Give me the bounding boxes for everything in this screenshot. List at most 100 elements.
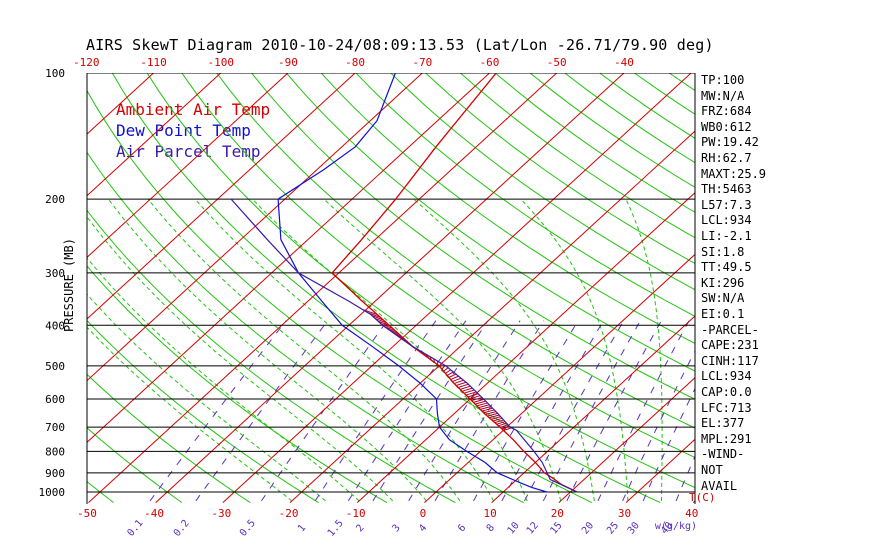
dry-adiabat-line	[251, 73, 695, 400]
mixing-ratio-line	[347, 320, 467, 502]
dry-adiabat-line	[564, 73, 695, 164]
mixing-ratio-tick-label: 12	[525, 520, 541, 536]
dry-adiabat-line	[634, 73, 695, 115]
isotherm-line	[424, 253, 695, 503]
index-item: TT:49.5	[701, 260, 752, 275]
dry-adiabat-line	[425, 73, 695, 265]
index-item: LCL:934	[701, 369, 752, 384]
cape-hatch	[501, 425, 510, 430]
index-item: LCL:934	[701, 213, 752, 228]
bottom-temp-tick-label: 20	[551, 507, 564, 520]
isotherm-line	[87, 73, 88, 74]
index-item: MAXT:25.9	[701, 166, 767, 181]
dry-adiabat-line	[809, 73, 870, 503]
mixing-ratio-tick-label: 1	[296, 523, 308, 535]
dry-adiabat-line	[494, 73, 695, 213]
mixing-ratio-line	[408, 320, 521, 502]
mixing-ratio-tick-label: 0.1	[125, 518, 145, 539]
mixing-ratio-line	[642, 387, 695, 502]
dry-adiabat-line	[181, 73, 695, 458]
index-item: NOT	[701, 463, 723, 477]
cape-hatch	[476, 402, 488, 407]
cape-hatch	[371, 314, 384, 321]
cape-hatch	[498, 422, 507, 427]
mixing-ratio-tick-label: 25	[605, 520, 621, 536]
cape-hatch	[483, 409, 495, 414]
index-item: EL:377	[701, 416, 745, 431]
index-item: CAP:0.0	[701, 385, 752, 399]
bottom-temp-tick-label: 0	[420, 507, 427, 520]
cape-hatch	[487, 412, 498, 417]
mixing-ratio-tick-label: 15	[549, 520, 565, 536]
pressure-tick-label: 300	[45, 267, 65, 280]
isotherm-line	[87, 73, 491, 443]
dry-adiabat-line	[87, 373, 251, 504]
moist-adiabat-line	[87, 326, 293, 502]
dry-adiabat-line	[668, 73, 695, 92]
isotherm-line	[87, 73, 356, 320]
cape-hatch	[450, 375, 459, 380]
parcel-temp-line	[230, 198, 578, 493]
index-item: EI:0.1	[701, 307, 745, 321]
cape-hatch	[478, 404, 490, 409]
index-item: -PARCEL-	[701, 322, 759, 337]
cape-hatch	[481, 407, 493, 412]
moist-adiabat-line	[194, 198, 494, 502]
top-temp-tick-label: -80	[345, 56, 365, 69]
cape-hatch	[473, 398, 484, 403]
cape-hatch	[469, 395, 481, 400]
dry-adiabat-line	[529, 73, 695, 188]
cape-hatch	[465, 391, 477, 396]
pressure-tick-label: 100	[45, 67, 65, 80]
pressure-tick-label: 500	[45, 360, 65, 373]
index-item: KI:296	[701, 275, 745, 290]
index-item: PW:19.42	[701, 135, 759, 150]
cape-hatch	[496, 421, 506, 425]
index-item: RH:62.7	[701, 151, 752, 165]
dry-adiabat-line	[460, 73, 695, 239]
mixing-ratio-tick-label: 8	[485, 523, 497, 535]
top-temp-tick-label: -40	[614, 56, 634, 69]
cape-hatch	[503, 427, 512, 431]
ambient-temp-line	[331, 73, 578, 493]
mixing-ratio-tick-label: 3	[391, 523, 403, 535]
mixing-ratio-line	[149, 320, 287, 502]
index-item: TH:5463	[701, 182, 752, 197]
index-item: CINH:117	[701, 353, 759, 368]
isotherm-line	[625, 438, 695, 503]
bottom-temp-tick-label: -50	[77, 507, 97, 520]
moist-adiabat-line	[625, 198, 663, 501]
mixing-ratio-line	[597, 320, 690, 502]
index-item: TP:100	[701, 73, 745, 87]
cape-hatch	[377, 320, 390, 327]
bottom-temp-tick-label: -20	[279, 507, 299, 520]
index-item: LFC:713	[701, 400, 752, 415]
bottom-temp-tick-label: -30	[211, 507, 231, 520]
cape-hatch	[455, 381, 467, 386]
cape-hatch	[463, 389, 475, 394]
cape-hatch	[467, 393, 479, 398]
legend-item: Dew Point Temp	[116, 121, 251, 140]
isotherm-line	[760, 64, 870, 503]
index-item: SI:1.8	[701, 244, 745, 259]
dry-adiabat-line	[146, 73, 695, 489]
cape-hatch	[494, 419, 504, 424]
cape-hatch	[445, 369, 451, 374]
cape-hatch	[458, 383, 469, 388]
bottom-temp-tick-label: -10	[346, 507, 366, 520]
dry-adiabat-line	[739, 73, 870, 503]
isotherm-line	[87, 73, 424, 382]
mixing-ratio-line	[675, 455, 695, 502]
bottom-temp-tick-label: 40	[685, 507, 698, 520]
isotherm-line	[356, 192, 695, 503]
mixing-ratio-line	[372, 320, 489, 502]
moist-adiabat-line	[323, 198, 562, 502]
pressure-tick-label: 400	[45, 319, 65, 332]
isotherm-line	[88, 73, 558, 503]
mixing-ratio-tick-label: 2	[354, 523, 366, 535]
legend-item: Air Parcel Temp	[116, 142, 261, 161]
isotherm-line	[692, 500, 695, 503]
dry-adiabat-line	[0, 73, 45, 503]
cape-hatch	[443, 367, 449, 372]
